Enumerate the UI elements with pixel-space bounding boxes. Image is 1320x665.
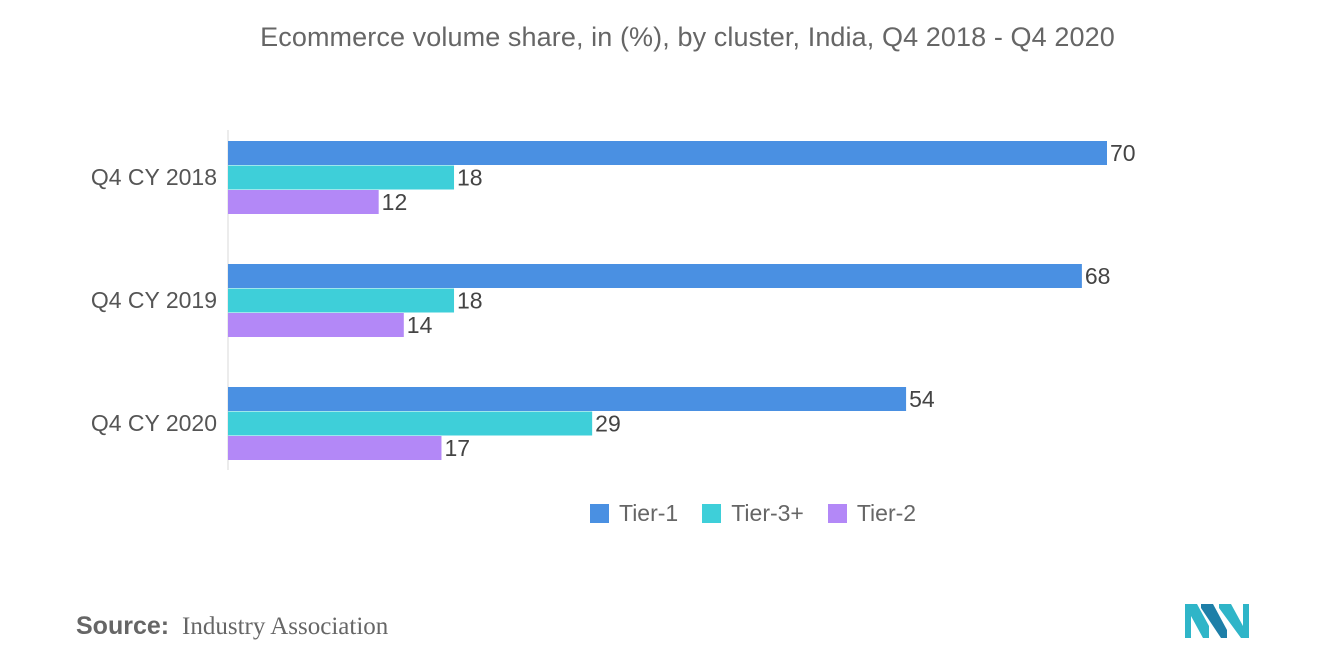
legend-swatch <box>827 504 847 523</box>
legend-item: Tier-2 <box>827 500 917 527</box>
category-label: Q4 CY 2019 <box>91 287 217 313</box>
source-value: Industry Association <box>182 613 389 640</box>
source-note: Source: Industry Association <box>76 612 388 641</box>
data-label: 14 <box>407 312 433 338</box>
legend-swatch <box>590 504 609 523</box>
legend-label: Tier-2 <box>856 500 917 526</box>
data-label: 18 <box>457 288 483 314</box>
legend-swatch <box>702 504 722 523</box>
legend-label: Tier-3+ <box>731 500 804 526</box>
bar-tier-1-2 <box>228 387 907 411</box>
bar-tier-3--0 <box>228 165 455 190</box>
data-label: 29 <box>595 411 621 437</box>
bar-tier-2-0 <box>228 190 379 214</box>
chart-title: Ecommerce volume share, in (%), by clust… <box>260 22 1115 52</box>
data-label: 17 <box>444 435 470 461</box>
bar-tier-2-2 <box>228 436 442 460</box>
data-label: 70 <box>1110 140 1136 166</box>
legend-item: Tier-3+ <box>702 500 804 527</box>
bar-tier-2-1 <box>228 313 404 337</box>
bar-tier-1-0 <box>228 141 1107 165</box>
data-label: 68 <box>1085 263 1111 289</box>
source-label: Source: <box>76 612 170 640</box>
bar-tier-1-1 <box>228 264 1082 288</box>
legend-item: Tier-1 <box>590 500 678 527</box>
bar-tier-3--2 <box>228 411 593 436</box>
data-label: 18 <box>457 165 483 191</box>
category-label: Q4 CY 2020 <box>91 410 217 436</box>
mordor-intelligence-logo-icon <box>1185 604 1249 638</box>
data-label: 12 <box>382 189 408 215</box>
bar-tier-3--1 <box>228 288 455 313</box>
chart-legend: Tier-1 Tier-3+ Tier-2 <box>590 500 940 527</box>
legend-label: Tier-1 <box>619 500 679 526</box>
category-label: Q4 CY 2018 <box>91 164 217 190</box>
data-label: 54 <box>909 386 935 412</box>
